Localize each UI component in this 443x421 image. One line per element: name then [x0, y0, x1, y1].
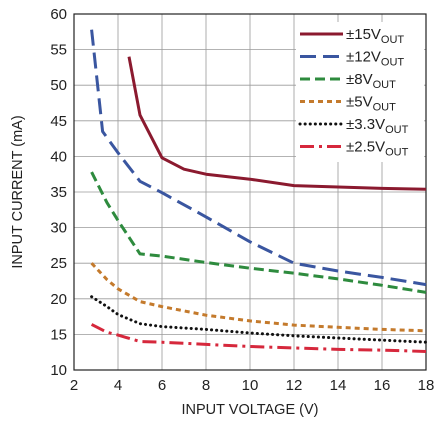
x-tick-label: 10 — [242, 377, 259, 394]
y-tick-label: 55 — [50, 42, 67, 59]
series-line-3 — [90, 262, 427, 333]
legend-label: ±12VOUT — [346, 49, 404, 69]
x-tick-label: 16 — [374, 377, 391, 394]
series-line-5 — [90, 323, 427, 353]
series-line-4 — [90, 295, 428, 344]
y-tick-label: 35 — [50, 184, 67, 201]
plot-frame — [73, 13, 427, 371]
x-tick-label: 18 — [418, 377, 435, 394]
x-tick-label: 14 — [330, 377, 347, 394]
tick-labels: 2 4 6 8 10 12 14 16 18 10 15 20 25 30 35 40 45 50 55 60 — [50, 6, 434, 394]
y-tick-label: 15 — [50, 326, 67, 343]
y-tick-label: 60 — [50, 6, 67, 23]
x-tick-label: 8 — [202, 377, 210, 394]
legend-label: ±15VOUT — [346, 26, 404, 46]
x-tick-label: 6 — [158, 377, 166, 394]
legend-label: ±3.3VOUT — [346, 116, 409, 136]
y-axis-title: INPUT CURRENT (mA) — [10, 115, 26, 268]
y-tick-label: 50 — [50, 77, 67, 94]
x-tick-label: 4 — [114, 377, 122, 394]
legend-background — [296, 22, 424, 162]
y-tick-label: 40 — [50, 148, 67, 165]
series-line-0 — [127, 56, 427, 191]
y-tick-label: 25 — [50, 255, 67, 272]
legend: ±15VOUT ±12VOUT±8VOUT ±5VOUT±3.3VOUT ±2.5VO… — [298, 26, 409, 159]
series-group — [90, 29, 428, 353]
legend-label: ±8VOUT — [346, 71, 396, 91]
series-line-2 — [90, 171, 427, 294]
legend-label: ±2.5VOUT — [346, 139, 409, 159]
legend-label: ±5VOUT — [346, 94, 396, 114]
y-tick-label: 20 — [50, 291, 67, 308]
x-axis-title: INPUT VOLTAGE (V) — [182, 402, 319, 418]
x-tick-label: 2 — [70, 377, 78, 394]
y-tick-label: 45 — [50, 113, 67, 130]
y-tick-label: 30 — [50, 220, 67, 237]
x-tick-label: 12 — [286, 377, 303, 394]
series-line-1 — [90, 29, 427, 287]
y-tick-label: 10 — [50, 362, 67, 379]
